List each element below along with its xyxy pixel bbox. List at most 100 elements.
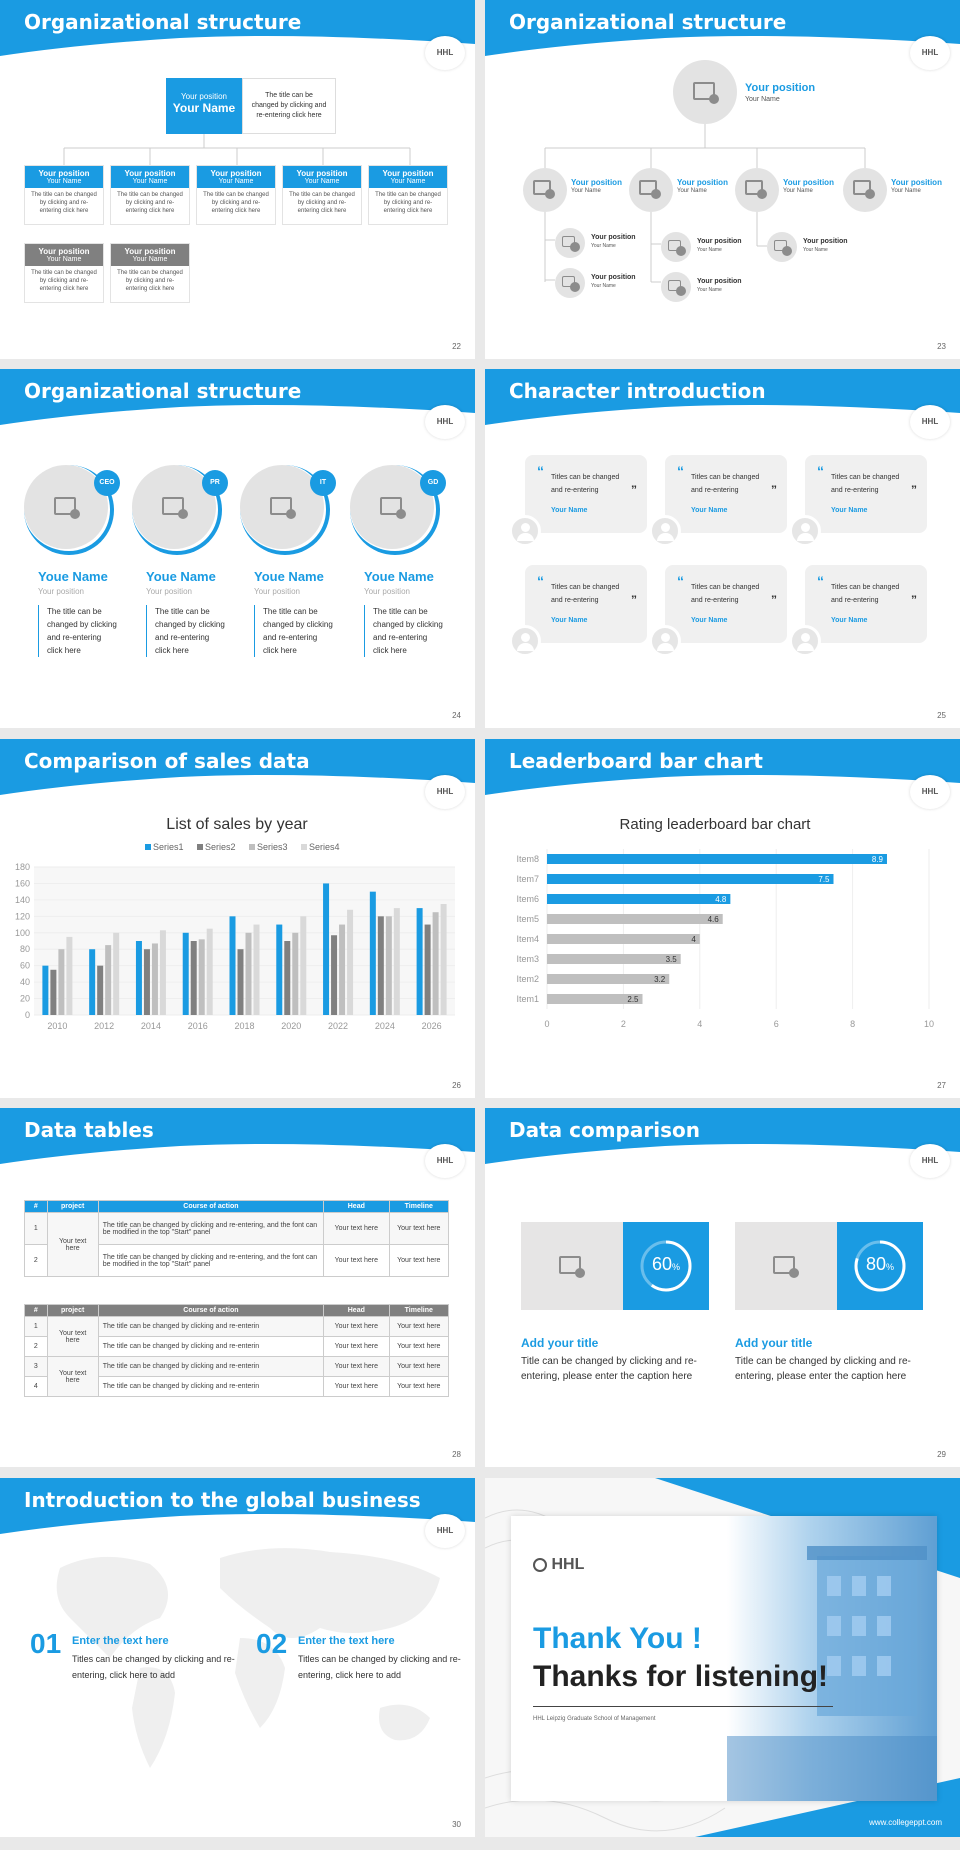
org-desc: The title can be changed by clicking and… bbox=[117, 270, 183, 292]
slide-header: Comparison of sales data HHL bbox=[0, 739, 475, 809]
slide-23[interactable]: Organizational structure HHL Your positi… bbox=[485, 0, 960, 359]
slide-27[interactable]: Leaderboard bar chart HHL Rating leaderb… bbox=[485, 739, 960, 1098]
page-number: 28 bbox=[452, 1450, 461, 1459]
org-name: Your Name bbox=[304, 178, 340, 185]
logo-emblem-icon bbox=[533, 1557, 547, 1572]
card-name: Your Name bbox=[691, 507, 728, 514]
org-desc: The title can be changed by clicking and… bbox=[203, 192, 269, 214]
member-position: Your position bbox=[591, 274, 636, 281]
table-row: 3 Your text here The title can be changed … bbox=[24, 1356, 450, 1397]
hhl-logo: HHL bbox=[910, 1144, 950, 1178]
slide-28[interactable]: Data tables HHL # project Course of action… bbox=[0, 1108, 475, 1467]
slide-header: Organizational structure HHL bbox=[485, 0, 960, 70]
item-desc: Titles can be changed by clicking and re… bbox=[72, 1654, 235, 1680]
head-cell: Your text here bbox=[323, 1356, 390, 1377]
ring-progress bbox=[854, 1240, 906, 1292]
chart-bar bbox=[547, 894, 731, 904]
head-cell: Your text here bbox=[323, 1336, 390, 1357]
table-header-cell: Course of action bbox=[97, 1304, 325, 1317]
org-name: Your Name bbox=[132, 178, 168, 185]
y-tick-label: 0 bbox=[25, 1010, 30, 1020]
item-desc: Title can be changed by clicking and re-… bbox=[521, 1356, 697, 1382]
top-desc-box: The title can be changed by clicking and… bbox=[242, 78, 336, 134]
member-position: Your position bbox=[697, 278, 742, 285]
member-position: Your position bbox=[783, 178, 834, 187]
chart-bar bbox=[159, 930, 166, 1015]
table-header-cell: # bbox=[24, 1200, 48, 1213]
row-number: 2 bbox=[24, 1336, 48, 1357]
card-name: Your Name bbox=[551, 617, 588, 624]
chart-bar bbox=[547, 914, 723, 924]
org-desc: The title can be changed by clicking and… bbox=[117, 192, 183, 214]
page-number: 26 bbox=[452, 1081, 461, 1090]
page-number: 25 bbox=[937, 711, 946, 720]
chart-bar bbox=[190, 941, 197, 1015]
org-desc: The title can be changed by clicking and… bbox=[375, 192, 441, 214]
leaderboard-bar-chart: Rating leaderboard bar chart 0 2 4 6 8 10 Item8… bbox=[516, 816, 934, 1029]
x-tick-label: 2026 bbox=[422, 1021, 442, 1031]
slide-31[interactable]: HHL Thank You ! Thanks for listening! HH… bbox=[485, 1478, 960, 1837]
user-head bbox=[521, 523, 530, 532]
website-url[interactable]: www.collegeppt.com bbox=[869, 1818, 942, 1827]
legend-swatch bbox=[145, 844, 151, 850]
table-row: 4 The title can be changed by clicking an… bbox=[24, 1376, 450, 1397]
quote-close-icon: ” bbox=[911, 593, 917, 607]
head-cell: Your text here bbox=[323, 1244, 390, 1277]
hhl-logo: HHL bbox=[910, 775, 950, 809]
member-position: Your position bbox=[146, 587, 192, 596]
image-placeholder-icon bbox=[559, 1256, 585, 1278]
x-tick-label: 0 bbox=[544, 1019, 549, 1029]
legend-label: Series4 bbox=[309, 842, 340, 852]
role-badge: CEO bbox=[94, 470, 120, 496]
user-head bbox=[801, 633, 810, 642]
card-text: Titles can be changed and re-entering bbox=[831, 474, 900, 494]
slide-title: Organizational structure bbox=[24, 379, 302, 403]
user-body bbox=[657, 533, 674, 541]
top-name: Your Name bbox=[172, 101, 236, 115]
y-tick-label: 120 bbox=[15, 911, 30, 921]
member-name: Your Name bbox=[783, 188, 813, 194]
org-name: Your Name bbox=[218, 178, 254, 185]
user-body bbox=[517, 643, 534, 651]
slide-24[interactable]: Organizational structure HHL CEO Youe Nam… bbox=[0, 369, 475, 728]
y-tick-label: Item4 bbox=[516, 934, 539, 944]
y-tick-label: 140 bbox=[15, 895, 30, 905]
chart-bar bbox=[292, 932, 299, 1015]
page-number: 24 bbox=[452, 711, 461, 720]
org-card: Your position Your Name The title can be c… bbox=[282, 165, 362, 225]
header-wave bbox=[485, 369, 960, 425]
slide-title: Organizational structure bbox=[24, 10, 302, 34]
timeline-cell: Your text here bbox=[388, 1244, 450, 1277]
chart-bar bbox=[143, 949, 150, 1015]
top-position-box: Your position Your Name bbox=[166, 78, 242, 134]
slide-26[interactable]: Comparison of sales data HHL List of sal… bbox=[0, 739, 475, 1098]
member-name: Your Name bbox=[677, 188, 707, 194]
top-position: Your position bbox=[745, 82, 816, 94]
percent-panel: 80% bbox=[837, 1222, 923, 1310]
page-number: 22 bbox=[452, 342, 461, 351]
action-cell: The title can be changed by clicking and… bbox=[97, 1356, 325, 1377]
quote-close-icon: ” bbox=[911, 483, 917, 497]
chart-bar bbox=[347, 909, 354, 1015]
member-avatar bbox=[735, 168, 779, 212]
x-tick-label: 2016 bbox=[188, 1021, 208, 1031]
percent-unit: % bbox=[672, 1262, 681, 1272]
header-wave bbox=[0, 369, 475, 425]
chart-bar bbox=[416, 908, 423, 1015]
slide-30[interactable]: Introduction to the global business HHL … bbox=[0, 1478, 475, 1837]
slide-25[interactable]: Character introduction HHL “ Titles can b… bbox=[485, 369, 960, 728]
head-cell: Your text here bbox=[323, 1316, 390, 1337]
thanks-listening-heading: Thanks for listening! bbox=[533, 1660, 829, 1693]
header-wave bbox=[485, 0, 960, 56]
image-placeholder-icon bbox=[668, 280, 686, 296]
timeline-cell: Your text here bbox=[388, 1376, 450, 1397]
ring-progress bbox=[640, 1240, 692, 1292]
percent-label: 80% bbox=[837, 1254, 923, 1275]
user-head bbox=[661, 633, 670, 642]
page-number: 23 bbox=[937, 342, 946, 351]
slide-22[interactable]: Organizational structure HHL Your positi… bbox=[0, 0, 475, 359]
member-photo bbox=[132, 465, 216, 549]
chart-title: List of sales by year bbox=[166, 816, 308, 833]
header-wave bbox=[0, 1108, 475, 1164]
slide-29[interactable]: Data comparison HHL 60% Add your title Tit… bbox=[485, 1108, 960, 1467]
